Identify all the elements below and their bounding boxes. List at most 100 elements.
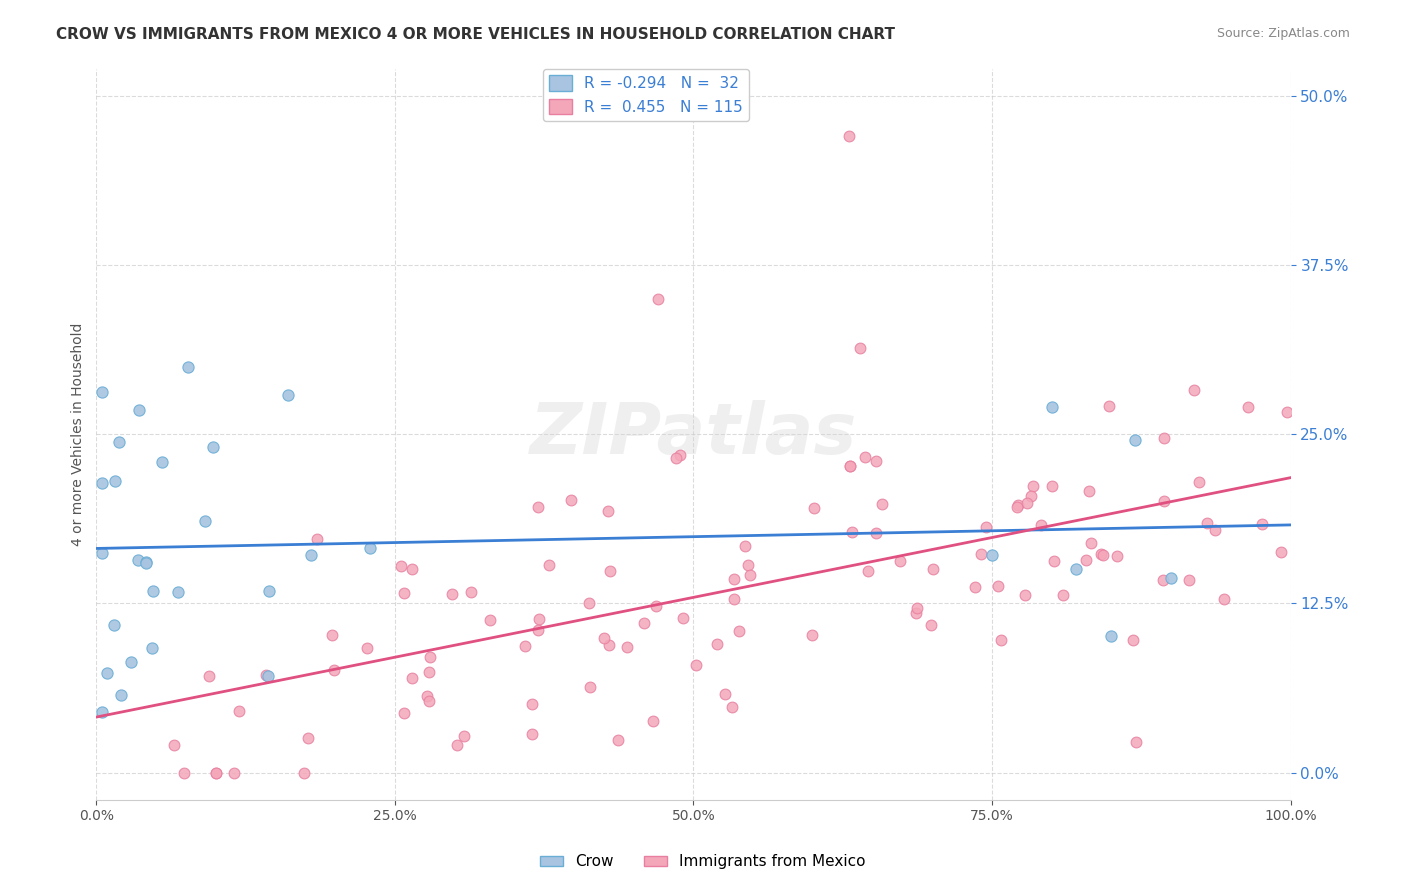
Y-axis label: 4 or more Vehicles in Household: 4 or more Vehicles in Household	[72, 322, 86, 546]
Point	[416, 690, 439, 704]
Point	[734, 539, 756, 553]
Point	[647, 292, 669, 306]
Legend: R = -0.294   N =  32, R =  0.455   N = 115: R = -0.294 N = 32, R = 0.455 N = 115	[543, 69, 749, 120]
Point	[665, 451, 688, 466]
Point	[166, 584, 188, 599]
Point	[801, 627, 824, 641]
Point	[1270, 545, 1292, 559]
Point	[592, 632, 614, 646]
Point	[1152, 573, 1174, 587]
Point	[359, 541, 381, 555]
Point	[1213, 592, 1236, 607]
Point	[1182, 383, 1205, 397]
Point	[194, 514, 217, 528]
Point	[598, 504, 620, 518]
Point	[723, 591, 745, 606]
Point	[922, 561, 945, 575]
Point	[127, 553, 149, 567]
Point	[1101, 629, 1123, 643]
Point	[323, 663, 346, 677]
Point	[1040, 479, 1063, 493]
Point	[633, 615, 655, 630]
Point	[853, 450, 876, 465]
Point	[356, 641, 378, 656]
Point	[721, 700, 744, 714]
Point	[91, 706, 114, 720]
Point	[257, 584, 280, 599]
Point	[401, 561, 423, 575]
Point	[277, 388, 299, 402]
Point	[96, 666, 118, 681]
Point	[441, 587, 464, 601]
Point	[520, 727, 543, 741]
Point	[838, 129, 860, 144]
Point	[479, 613, 502, 627]
Point	[803, 500, 825, 515]
Point	[560, 493, 582, 508]
Point	[839, 458, 862, 473]
Point	[527, 612, 550, 626]
Point	[257, 669, 280, 683]
Text: Source: ZipAtlas.com: Source: ZipAtlas.com	[1216, 27, 1350, 40]
Point	[526, 623, 548, 637]
Point	[419, 649, 441, 664]
Point	[321, 628, 343, 642]
Point	[1014, 589, 1036, 603]
Point	[1064, 562, 1087, 576]
Text: ZIPatlas: ZIPatlas	[530, 400, 858, 468]
Point	[1074, 553, 1097, 567]
Point	[446, 739, 468, 753]
Point	[91, 546, 114, 560]
Point	[1042, 554, 1064, 568]
Point	[1275, 405, 1298, 419]
Point	[297, 731, 319, 746]
Point	[394, 586, 416, 600]
Point	[222, 765, 245, 780]
Point	[453, 729, 475, 743]
Point	[965, 580, 987, 594]
Point	[1019, 489, 1042, 503]
Point	[599, 564, 621, 578]
Point	[865, 453, 887, 467]
Point	[1040, 400, 1063, 414]
Point	[307, 532, 329, 546]
Point	[970, 547, 993, 561]
Point	[889, 553, 911, 567]
Point	[1092, 548, 1115, 562]
Point	[198, 669, 221, 683]
Point	[905, 601, 928, 615]
Point	[1236, 401, 1258, 415]
Point	[91, 385, 114, 400]
Point	[142, 584, 165, 599]
Point	[737, 558, 759, 572]
Point	[292, 765, 315, 780]
Point	[685, 657, 707, 672]
Point	[150, 455, 173, 469]
Point	[107, 435, 129, 450]
Point	[838, 458, 860, 473]
Point	[1122, 632, 1144, 647]
Point	[515, 639, 537, 653]
Point	[418, 665, 440, 679]
Point	[1195, 516, 1218, 530]
Point	[538, 558, 561, 573]
Point	[1125, 735, 1147, 749]
Point	[578, 596, 600, 610]
Point	[401, 671, 423, 685]
Point	[1007, 498, 1029, 512]
Legend: Crow, Immigrants from Mexico: Crow, Immigrants from Mexico	[534, 848, 872, 875]
Point	[643, 714, 665, 728]
Point	[1015, 496, 1038, 510]
Point	[204, 765, 226, 780]
Point	[841, 524, 863, 539]
Point	[527, 500, 550, 514]
Point	[128, 403, 150, 417]
Point	[579, 680, 602, 694]
Point	[1153, 494, 1175, 508]
Point	[91, 475, 114, 490]
Point	[849, 341, 872, 355]
Point	[1031, 517, 1053, 532]
Point	[905, 606, 928, 620]
Point	[974, 520, 997, 534]
Point	[141, 640, 163, 655]
